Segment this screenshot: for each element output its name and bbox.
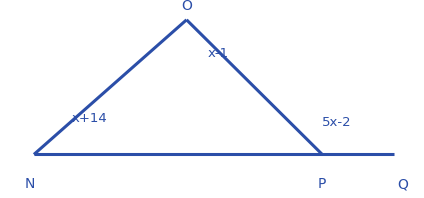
Text: x-1: x-1 (208, 47, 229, 60)
Text: O: O (181, 0, 192, 13)
Text: N: N (25, 177, 35, 191)
Text: P: P (318, 177, 326, 191)
Text: Q: Q (397, 177, 408, 191)
Text: 5x-2: 5x-2 (322, 116, 352, 129)
Text: x+14: x+14 (71, 112, 107, 125)
